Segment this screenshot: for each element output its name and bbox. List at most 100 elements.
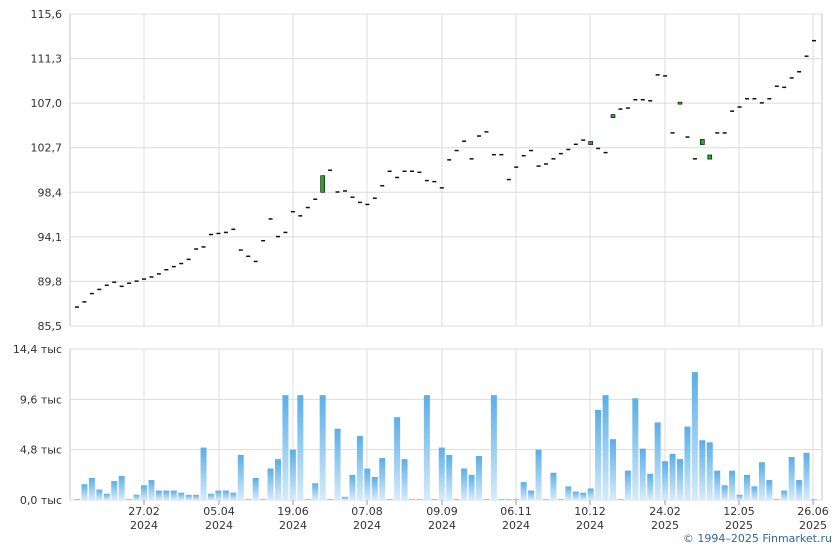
volume-bar <box>371 476 378 500</box>
volume-bar <box>773 498 780 500</box>
volume-bar <box>811 498 817 500</box>
candle <box>514 166 519 168</box>
candle <box>759 102 764 104</box>
price-tick-label: 107,0 <box>31 97 63 110</box>
x-tick-date: 10.12 <box>574 505 606 518</box>
candle <box>782 86 787 89</box>
volume-bar <box>200 447 207 500</box>
x-tick-year: 2024 <box>353 519 381 532</box>
candle <box>677 101 683 105</box>
volume-bar <box>744 474 750 500</box>
candle <box>246 255 251 258</box>
x-tick-year: 2024 <box>130 519 158 532</box>
volume-bar <box>364 468 371 500</box>
candle <box>752 97 757 100</box>
volume-bar <box>520 482 527 500</box>
x-tick-year: 2025 <box>651 519 679 532</box>
candle <box>670 132 675 134</box>
candle <box>290 210 295 213</box>
volume-bar <box>401 459 408 500</box>
volume-bar <box>528 490 535 500</box>
candle <box>529 149 534 152</box>
candle <box>410 170 414 173</box>
volume-bar <box>327 498 334 500</box>
volume-bar <box>297 395 304 500</box>
volume-bar <box>74 498 80 500</box>
candle <box>491 153 496 156</box>
volume-bar <box>170 490 177 500</box>
volume-bar <box>126 498 133 500</box>
candle <box>119 285 124 288</box>
price-tick-label: 94,1 <box>38 231 63 244</box>
volume-tick-label: 4,8 тыс <box>20 444 62 457</box>
x-axis: 27.02202405.04202419.06202407.08202409.0… <box>128 500 829 532</box>
candle <box>685 136 690 138</box>
price-tick-label: 98,4 <box>38 186 63 199</box>
candle <box>313 198 318 201</box>
candle <box>268 218 273 220</box>
candle <box>700 139 705 145</box>
price-panel: 85,5 89,8 94,1 98,4 102,7 107,0 111,3 115,6 <box>31 8 823 333</box>
volume-bar <box>468 474 475 500</box>
volume-bar <box>632 398 639 500</box>
x-tick-date: 09.09 <box>426 505 458 518</box>
price-tick-label: 115,6 <box>31 8 63 21</box>
volume-bar <box>677 459 683 500</box>
candle <box>164 268 169 271</box>
volume-bar <box>193 494 200 500</box>
volume-bar <box>647 473 654 500</box>
candle <box>365 203 370 206</box>
candle <box>134 280 139 282</box>
volume-bar <box>587 488 594 500</box>
volume-bar <box>610 439 616 500</box>
candle <box>610 114 616 118</box>
volume-bar <box>111 481 118 500</box>
candle <box>625 107 630 109</box>
candle <box>477 135 481 137</box>
volume-bar <box>394 417 401 500</box>
volume-bar <box>699 440 706 500</box>
candle <box>640 98 645 101</box>
candle <box>387 170 392 173</box>
volume-bar <box>476 455 482 500</box>
x-tick-year: 2025 <box>799 519 827 532</box>
volume-bar <box>714 470 721 500</box>
volume-bar <box>483 498 490 500</box>
candle <box>454 149 459 152</box>
price-plot-area <box>69 13 823 327</box>
volume-bar <box>624 470 631 500</box>
volume-bar <box>386 498 393 500</box>
volume-bar <box>222 490 229 500</box>
x-tick-date: 19.06 <box>277 505 309 518</box>
candle <box>127 282 132 284</box>
volume-bar <box>669 453 676 500</box>
volume-bar <box>88 477 95 500</box>
candle <box>767 97 772 100</box>
candle <box>328 169 333 171</box>
volume-bar <box>572 491 579 500</box>
volume-bar <box>409 498 415 500</box>
volume-bar <box>498 498 505 500</box>
volume-bar <box>736 494 743 500</box>
candle <box>253 260 258 263</box>
candle <box>372 197 377 199</box>
candle <box>774 85 779 88</box>
volume-bar <box>654 422 661 500</box>
volume-tick-label: 0,0 тыс <box>20 494 62 507</box>
candle <box>238 249 243 251</box>
price-tick-label: 111,3 <box>31 53 63 66</box>
candle <box>216 232 221 235</box>
volume-tick-label: 14,4 тыс <box>13 343 62 356</box>
candle <box>797 71 802 73</box>
candle <box>209 233 213 236</box>
candle <box>432 180 437 183</box>
candle <box>424 179 429 182</box>
candle <box>142 278 146 280</box>
candle <box>633 98 638 101</box>
x-tick-date: 06.11 <box>500 505 532 518</box>
x-tick-date: 26.06 <box>797 505 829 518</box>
volume-bar <box>96 489 103 500</box>
candle <box>722 132 727 134</box>
candle <box>261 239 266 242</box>
candle <box>648 100 653 102</box>
